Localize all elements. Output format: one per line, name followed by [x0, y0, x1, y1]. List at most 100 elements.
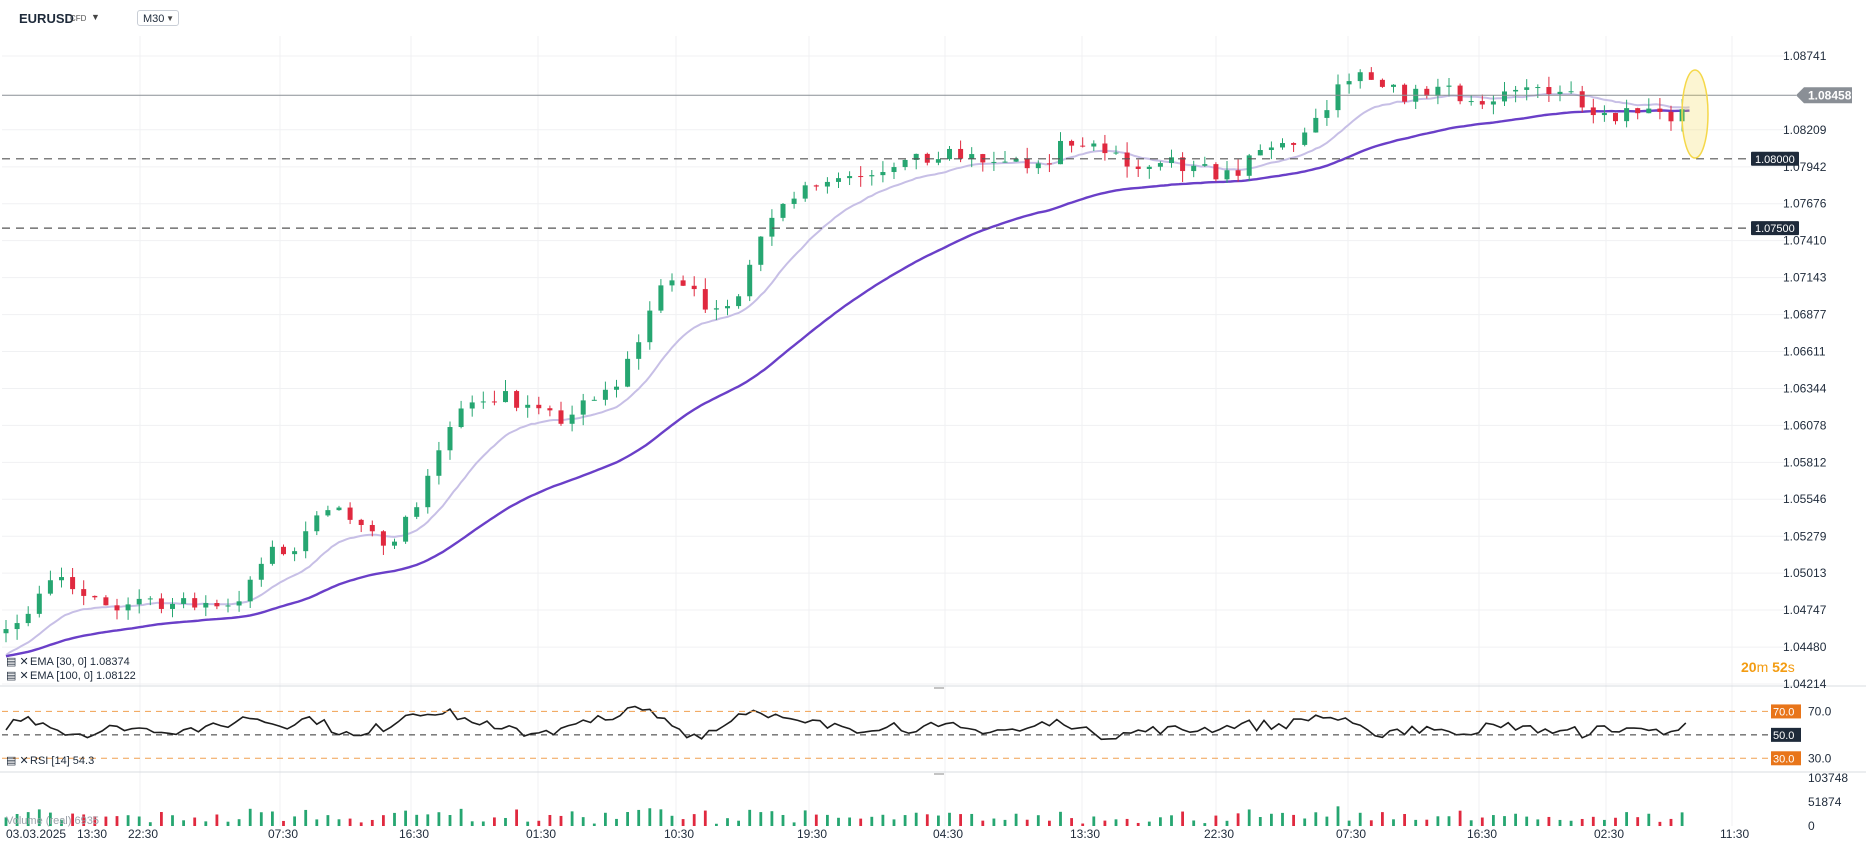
- price-tick-label: 1.07942: [1783, 160, 1827, 174]
- candle-bull: [1357, 72, 1363, 82]
- volume-bar-down: [1048, 820, 1051, 826]
- candle-bull: [425, 475, 431, 508]
- volume-bar-down: [681, 819, 685, 826]
- volume-bar-down: [981, 820, 985, 826]
- candle-bull: [236, 601, 242, 606]
- ema100-legend: EMA [100, 0] 1.08122: [30, 670, 136, 682]
- candle-bear: [1102, 143, 1108, 154]
- rsi-level-badge: [1771, 751, 1801, 766]
- price-tick-label: 1.07143: [1783, 271, 1827, 285]
- volume-bar-up: [1625, 812, 1628, 826]
- candle-bull: [1346, 81, 1352, 85]
- volume-bar-up: [848, 817, 851, 826]
- candle-bull: [25, 613, 31, 624]
- volume-bar-up: [937, 815, 940, 826]
- volume-bar-down: [1658, 821, 1662, 826]
- volume-bar-up: [226, 821, 230, 826]
- candle-bull: [1313, 117, 1319, 133]
- timeframe-select[interactable]: M30 ▼: [137, 10, 179, 26]
- candle-bear: [369, 525, 375, 532]
- timeframe-label: M30: [143, 13, 165, 25]
- volume-bar-up: [481, 821, 485, 826]
- symbol-selector[interactable]: EURUSD: [19, 11, 74, 26]
- candle-bull: [1513, 89, 1519, 92]
- candle-bear: [680, 280, 686, 286]
- candle-bear: [358, 519, 364, 526]
- volume-bar-up: [1503, 816, 1506, 826]
- price-tick-label: 1.06611: [1783, 344, 1826, 358]
- price-tick-label: 1.08209: [1783, 123, 1827, 137]
- candle-bear: [158, 598, 164, 609]
- candle-bull: [147, 598, 153, 600]
- volume-bar-up: [715, 823, 718, 826]
- volume-tick-label: 51874: [1808, 795, 1842, 809]
- candle-bull: [569, 414, 575, 424]
- volume-bar-down: [1580, 818, 1584, 826]
- volume-bar-up: [137, 816, 141, 826]
- volume-bar-down: [104, 816, 108, 826]
- rsi-tick-label: 70.0: [1808, 704, 1832, 718]
- candle-bull: [625, 358, 631, 387]
- price-tick-label: 1.04214: [1783, 677, 1827, 691]
- candle-bull: [1646, 108, 1652, 114]
- volume-bar-up: [803, 810, 807, 826]
- volume-bar-down: [1458, 810, 1462, 826]
- candle-bull: [392, 541, 397, 546]
- candle-bull: [1058, 140, 1063, 165]
- volume-bar-up: [592, 823, 596, 826]
- candle-bear: [547, 408, 553, 411]
- candle-bear: [1457, 85, 1463, 102]
- volume-bar-up: [659, 809, 663, 826]
- price-level-label: 1.07500: [1755, 223, 1795, 235]
- candle-bull: [602, 389, 608, 400]
- volume-bar-up: [1436, 816, 1440, 826]
- time-tick-label: 16:30: [1467, 827, 1497, 841]
- volume-bar-down: [1403, 814, 1406, 826]
- volume-bar-up: [570, 811, 574, 826]
- volume-bar-up: [1514, 813, 1517, 826]
- candle-bull: [769, 217, 775, 237]
- volume-bar-up: [726, 818, 729, 826]
- ema30-line: [5, 93, 1690, 656]
- candle-bull: [1391, 84, 1396, 87]
- volume-bar-up: [1225, 820, 1229, 826]
- volume-bar-up: [1036, 815, 1040, 826]
- candles: [3, 67, 1685, 643]
- volume-bar-down: [93, 816, 97, 826]
- candle-bull: [747, 264, 753, 297]
- candle-bull: [591, 399, 597, 401]
- volume-legend: Volume (real) 6935: [6, 815, 99, 827]
- price-tick-label: 1.04480: [1783, 640, 1827, 654]
- time-tick-label: 07:30: [268, 827, 298, 841]
- candle-bull: [247, 579, 253, 602]
- volume-bar-up: [1159, 817, 1162, 826]
- candle-bull: [170, 603, 175, 609]
- volume-bar-down: [537, 820, 541, 826]
- volume-bar-down: [370, 819, 374, 826]
- price-tick-label: 1.07410: [1783, 234, 1827, 248]
- countdown-minutes: 20: [1741, 659, 1757, 675]
- volume-bar-up: [315, 819, 319, 826]
- candle-bear: [114, 605, 120, 611]
- volume-bar-up: [892, 819, 896, 826]
- volume-bar-up: [1392, 819, 1395, 826]
- time-tick-label: 03.03.2025: [6, 827, 66, 841]
- candle-bull: [1557, 91, 1563, 95]
- candle-bull: [1324, 110, 1330, 118]
- volume-bar-down: [1425, 819, 1429, 826]
- candle-bull: [869, 175, 875, 177]
- candle-bull: [47, 580, 53, 594]
- candle-bear: [192, 598, 198, 608]
- candle-bull: [836, 178, 841, 182]
- volume-bar-up: [626, 812, 629, 826]
- volume-bar-down: [160, 812, 163, 826]
- candle-bull: [935, 159, 941, 163]
- candle-bear: [1135, 166, 1141, 169]
- candle-bull: [636, 342, 642, 359]
- volume-bar-up: [670, 815, 674, 826]
- chevron-down-icon[interactable]: ▼: [91, 12, 100, 22]
- volume-bar-down: [1070, 818, 1073, 826]
- volume-bar-up: [304, 809, 308, 826]
